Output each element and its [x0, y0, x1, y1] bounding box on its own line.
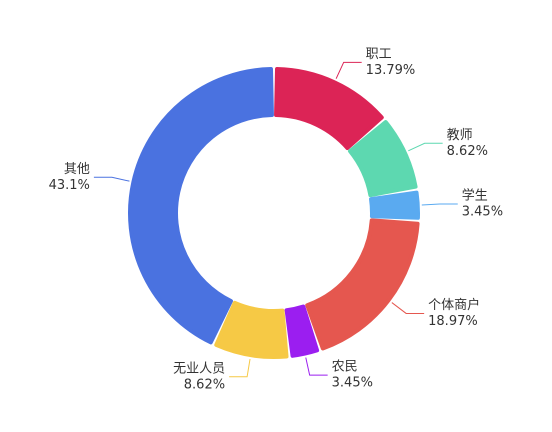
label-line — [421, 203, 458, 206]
label-line — [305, 357, 328, 376]
category-label: 其他 — [64, 162, 90, 177]
value-label: 8.62% — [447, 144, 488, 159]
category-label: 无业人员 — [173, 361, 225, 376]
category-label: 个体商户 — [428, 297, 480, 313]
label-line — [408, 142, 443, 152]
donut-segment — [305, 218, 420, 351]
donut-segment — [128, 67, 274, 345]
category-label: 教师 — [447, 127, 473, 143]
donut-segment — [284, 304, 320, 358]
category-label: 学生 — [462, 187, 488, 203]
value-label: 13.79% — [366, 63, 416, 78]
value-label: 18.97% — [428, 314, 478, 329]
label-line — [335, 61, 362, 79]
value-label: 3.45% — [462, 204, 503, 219]
donut-segment — [274, 67, 384, 150]
label-line — [93, 176, 130, 182]
value-label: 8.62% — [184, 377, 225, 392]
value-label: 3.45% — [332, 376, 373, 391]
donut-segment — [347, 120, 418, 198]
category-label: 职工 — [366, 47, 392, 62]
label-line — [391, 302, 425, 314]
value-label: 43.1% — [49, 178, 90, 193]
donut-segment — [369, 190, 420, 220]
label-line — [229, 358, 251, 378]
donut-segment — [214, 300, 289, 359]
category-label: 农民 — [332, 360, 358, 375]
